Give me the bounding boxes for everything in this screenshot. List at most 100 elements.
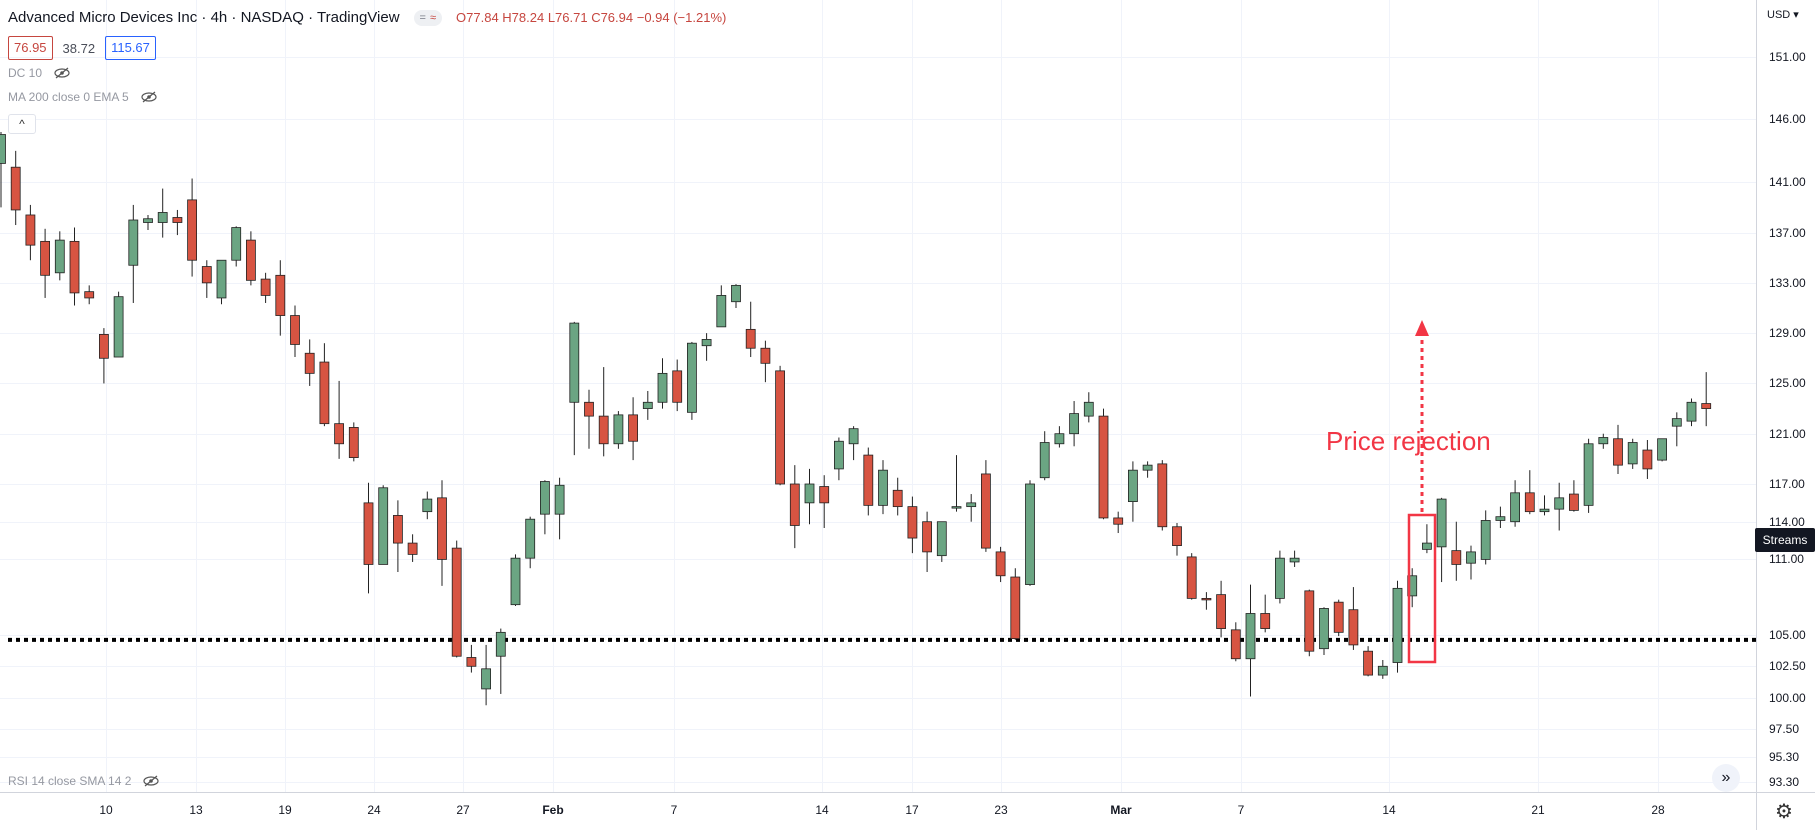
price-scale[interactable]: USD ▾ 151.00 146.00 141.00 137.00 133.00 129.… <box>1756 0 1815 792</box>
approx-icon: ≈ <box>429 11 437 24</box>
hidden-eye-icon[interactable] <box>54 67 70 79</box>
candle-up <box>157 188 168 238</box>
candle-up <box>1657 438 1667 462</box>
candle-down <box>69 227 80 306</box>
scroll-to-realtime-button[interactable]: » <box>1712 764 1740 792</box>
candle-body <box>1304 590 1315 652</box>
candle-up <box>1422 524 1432 554</box>
time-tick-label: 7 <box>1237 803 1245 817</box>
candle-body <box>907 506 918 539</box>
candle-up <box>834 437 844 481</box>
indicator-ma-label: MA 200 close 0 EMA 5 <box>8 90 129 104</box>
candle-body <box>1172 526 1182 547</box>
candle-down <box>334 380 345 459</box>
candle-up <box>378 485 389 565</box>
price-tick-label: 121.00 <box>1769 426 1806 441</box>
candle-body <box>1583 443 1594 506</box>
candle-body <box>10 166 21 211</box>
hidden-eye-icon[interactable] <box>141 91 157 103</box>
candle-down <box>1569 480 1579 512</box>
candle-body <box>863 454 874 506</box>
candle-body <box>892 489 903 508</box>
price-tick-label: 100.00 <box>1769 690 1806 705</box>
candle-down <box>363 482 374 594</box>
candle-body <box>1186 556 1197 599</box>
indicator-rsi[interactable]: RSI 14 close SMA 14 2 <box>8 774 160 788</box>
candle-down <box>819 475 830 528</box>
candle-down <box>995 546 1006 583</box>
candle-down <box>275 260 286 336</box>
candle-up <box>701 333 712 361</box>
candlestick-chart[interactable] <box>0 0 1756 792</box>
candle-up <box>54 231 65 281</box>
candle-up <box>966 494 977 522</box>
candle-body <box>554 484 565 515</box>
candle-body <box>201 266 212 284</box>
candle-body <box>128 219 139 266</box>
symbol-title[interactable]: Advanced Micro Devices Inc · 4h · NASDAQ… <box>8 9 400 26</box>
equal-icon: = <box>419 11 426 24</box>
currency-selector[interactable]: USD ▾ <box>1767 9 1799 21</box>
candle-body <box>1010 576 1021 640</box>
indicator-rsi-label: RSI 14 close SMA 14 2 <box>8 774 132 788</box>
candle-body <box>1377 665 1388 676</box>
candle-up <box>510 554 521 606</box>
candle-body <box>1260 613 1271 629</box>
status-flag[interactable]: = ≈ <box>413 9 443 26</box>
candle-body <box>1495 516 1506 521</box>
candle-down <box>245 231 256 286</box>
candle-down <box>892 477 903 516</box>
buy-button[interactable]: 115.67 <box>105 36 156 60</box>
time-scale[interactable]: 10 13 19 24 27 Feb 7 14 17 23 Mar 7 14 21 28 <box>0 792 1756 830</box>
candle-down <box>1451 521 1462 581</box>
candle-up <box>687 341 697 420</box>
time-tick-label: 27 <box>456 803 470 817</box>
candle-body <box>687 342 697 413</box>
sell-button[interactable]: 76.95 <box>8 36 53 60</box>
candle-body <box>99 333 109 359</box>
currency-label: USD <box>1767 9 1791 21</box>
candle-up <box>569 321 580 456</box>
candle-body <box>1201 598 1212 601</box>
price-tick-label: 95.30 <box>1769 749 1800 764</box>
ohlc-values: O77.84 H78.24 L76.71 C76.94 −0.94 (−1.21… <box>456 10 727 25</box>
candle-body <box>1510 492 1520 523</box>
time-tick-label: Feb <box>542 803 564 817</box>
candle-body <box>1113 517 1124 525</box>
indicator-ma[interactable]: MA 200 close 0 EMA 5 <box>8 90 157 104</box>
price-rejection-label: Price rejection <box>1326 426 1491 456</box>
candle-body <box>525 518 536 559</box>
candle-down <box>1348 587 1359 650</box>
candle-body <box>1407 575 1418 597</box>
candle-up <box>554 477 565 540</box>
candle-up <box>878 460 888 515</box>
time-tick-label: 14 <box>815 803 829 817</box>
streams-label[interactable]: Streams <box>1755 528 1815 552</box>
candle-body <box>1436 498 1447 548</box>
candle-body <box>731 284 741 303</box>
gear-icon[interactable]: ⚙ <box>1775 801 1793 823</box>
candle-body <box>745 328 756 349</box>
candle-body <box>1319 608 1329 650</box>
candle-up <box>1275 550 1285 604</box>
hidden-eye-icon[interactable] <box>143 775 160 787</box>
candle-body <box>1275 557 1285 599</box>
chart-pane[interactable]: Advanced Micro Devices Inc · 4h · NASDAQ… <box>0 0 1756 792</box>
time-tick-label: 19 <box>278 803 292 817</box>
candle-body <box>1554 497 1565 510</box>
candle-body <box>1598 437 1609 445</box>
collapse-legend-button[interactable]: ^ <box>8 114 36 134</box>
candle-down <box>1230 622 1241 662</box>
candle-down <box>1113 511 1124 534</box>
candle-body <box>1524 492 1535 513</box>
indicator-dc[interactable]: DC 10 <box>8 66 70 80</box>
candle-down <box>760 340 771 383</box>
candle-up <box>1245 584 1256 697</box>
candle-down <box>672 359 683 412</box>
candle-up <box>1583 438 1594 513</box>
candle-body <box>290 315 300 345</box>
candle-body <box>922 521 932 553</box>
candle-up <box>1436 497 1447 583</box>
candle-body <box>760 347 771 364</box>
price-tick-label: 146.00 <box>1769 112 1806 127</box>
